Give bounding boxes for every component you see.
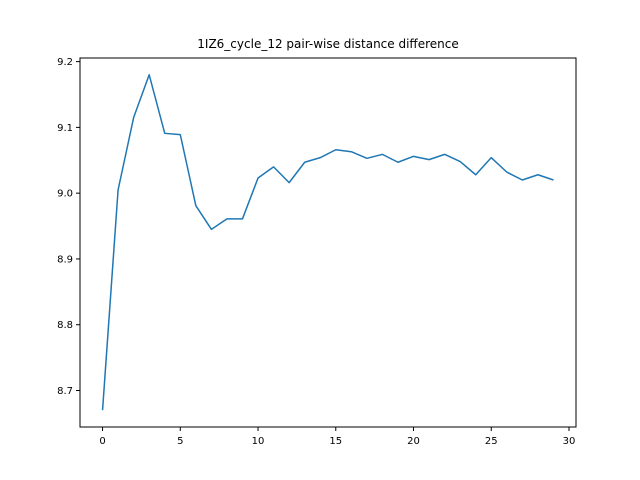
series-line [101,74,554,411]
x-tick-label: 15 [329,436,342,447]
y-tick-label: 9.1 [57,123,73,134]
x-tick-label: 5 [177,436,183,447]
x-tick-label: 30 [563,436,576,447]
y-tick-label: 9.2 [57,57,73,68]
x-tick-label: 20 [407,436,420,447]
x-tick-label: 10 [252,436,265,447]
plot-frame [79,57,577,428]
y-tick-label: 9.0 [57,189,73,200]
x-tick-label: 0 [99,436,105,447]
y-tick-label: 8.9 [57,254,73,265]
y-tick-label: 8.8 [57,320,73,331]
x-axis: 0 5 10 15 20 25 30 [99,427,575,447]
chart-title: 1IZ6_cycle_12 pair-wise distance differe… [197,37,458,51]
x-tick-label: 25 [485,436,498,447]
y-tick-label: 8.7 [57,386,73,397]
y-axis: 8.7 8.8 8.9 9.0 9.1 9.2 [57,57,80,397]
